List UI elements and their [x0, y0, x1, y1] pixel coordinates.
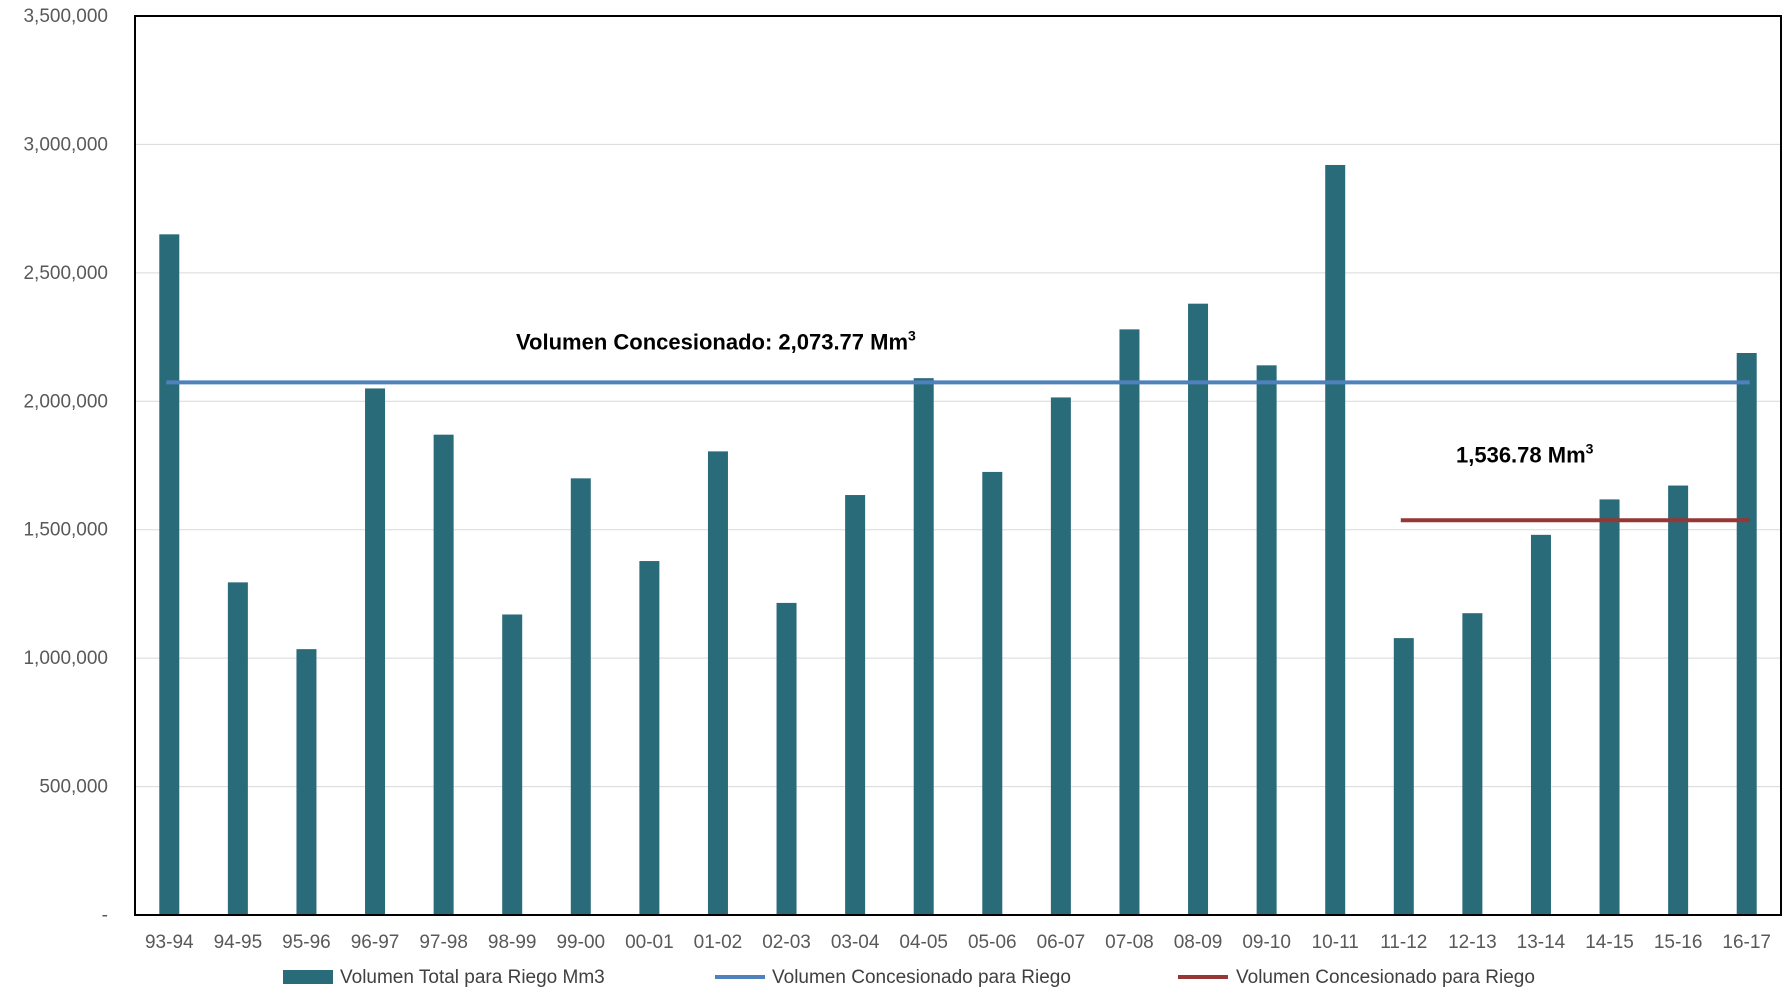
- bar: [502, 614, 523, 915]
- bar: [1462, 613, 1483, 915]
- bar: [1668, 485, 1689, 915]
- legend-label: Volumen Total para Riego Mm3: [340, 967, 605, 988]
- x-tick-label: 00-01: [625, 932, 674, 953]
- y-tick-label: 1,500,000: [23, 520, 108, 541]
- annotation-concesionado-total: Volumen Concesionado: 2,073.77 Mm3: [516, 327, 916, 354]
- x-tick-label: 03-04: [831, 932, 880, 953]
- bar: [296, 649, 317, 915]
- x-tick-label: 01-02: [694, 932, 743, 953]
- reference-lines: [166, 380, 1750, 523]
- x-tick-label: 07-08: [1105, 932, 1154, 953]
- bar: [365, 388, 386, 915]
- x-tick-label: 93-94: [145, 932, 194, 953]
- annotation-superscript: 3: [1586, 440, 1594, 456]
- bar: [1599, 499, 1620, 915]
- y-tick-label: 2,500,000: [23, 263, 108, 284]
- y-axis-tick-labels: - 500,000 1,000,000 1,500,000 2,000,000 2,500…: [23, 6, 108, 926]
- bar: [227, 582, 248, 915]
- x-tick-label: 94-95: [214, 932, 263, 953]
- x-tick-label: 10-11: [1312, 932, 1359, 953]
- bar: [1256, 365, 1277, 916]
- bar: [570, 478, 591, 915]
- x-tick-label: 12-13: [1448, 932, 1497, 953]
- x-tick-label: 98-99: [488, 932, 537, 953]
- x-tick-label: 13-14: [1517, 932, 1566, 953]
- x-tick-label: 11-12: [1380, 932, 1427, 953]
- y-tick-label: 2,000,000: [23, 391, 108, 412]
- annotation-text: Volumen Concesionado: 2,073.77 Mm: [516, 329, 908, 354]
- bar: [1393, 638, 1414, 915]
- x-tick-label: 08-09: [1174, 932, 1223, 953]
- bar-series: [159, 164, 1757, 916]
- y-tick-label: 3,500,000: [23, 6, 108, 27]
- y-tick-label: 1,000,000: [23, 648, 108, 669]
- bar: [639, 561, 660, 915]
- x-tick-label: 96-97: [351, 932, 400, 953]
- bar: [1119, 329, 1140, 915]
- bar: [1530, 534, 1551, 915]
- annotation-superscript: 3: [908, 327, 916, 343]
- legend-label: Volumen Concesionado para Riego: [1236, 967, 1535, 988]
- y-tick-label: -: [102, 905, 108, 926]
- x-tick-label: 05-06: [968, 932, 1017, 953]
- bar: [845, 495, 866, 915]
- bar: [982, 471, 1003, 915]
- plot-frame: [134, 15, 1782, 916]
- x-axis-tick-labels: 93-94 94-95 95-96 96-97 97-98 98-99 99-00 00-01…: [145, 932, 1771, 953]
- bar: [913, 378, 934, 915]
- bar: [1050, 397, 1071, 915]
- annotation-text: 1,536.78 Mm: [1456, 442, 1586, 467]
- bar: [1325, 164, 1346, 915]
- bar: [433, 434, 454, 915]
- bar: [707, 451, 728, 915]
- bar: [776, 602, 797, 915]
- y-tick-label: 3,000,000: [23, 134, 108, 155]
- x-tick-label: 04-05: [899, 932, 948, 953]
- annotation-concesionado-reciente: 1,536.78 Mm3: [1456, 440, 1594, 467]
- bar: [1188, 303, 1209, 915]
- x-tick-label: 97-98: [419, 932, 468, 953]
- bar: [1736, 352, 1757, 915]
- x-tick-label: 15-16: [1654, 932, 1703, 953]
- y-tick-label: 500,000: [39, 777, 108, 798]
- x-tick-label: 02-03: [762, 932, 811, 953]
- x-tick-label: 14-15: [1585, 932, 1634, 953]
- grid-lines: [135, 143, 1781, 788]
- legend-swatch-bar: [283, 970, 333, 984]
- legend-label: Volumen Concesionado para Riego: [772, 967, 1071, 988]
- x-tick-label: 16-17: [1722, 932, 1771, 953]
- bar: [159, 234, 180, 916]
- x-tick-label: 09-10: [1242, 932, 1291, 953]
- x-tick-label: 06-07: [1037, 932, 1086, 953]
- legend: Volumen Total para Riego Mm3 Volumen Con…: [283, 967, 1535, 988]
- x-tick-label: 95-96: [282, 932, 331, 953]
- x-tick-label: 99-00: [556, 932, 605, 953]
